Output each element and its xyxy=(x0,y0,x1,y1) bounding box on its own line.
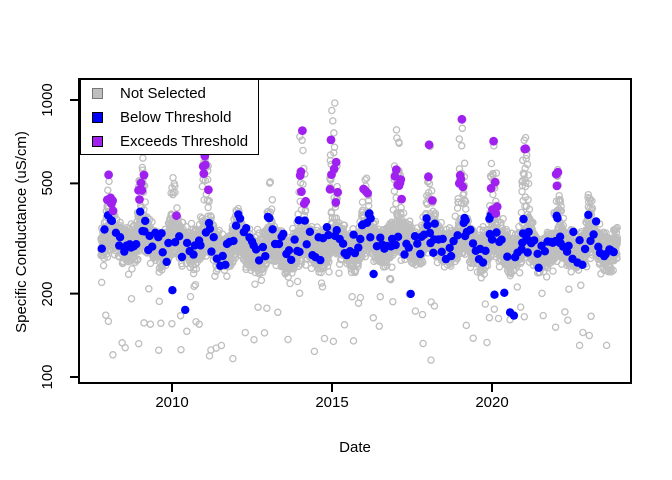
y-tick-label: 500 xyxy=(39,170,56,196)
x-axis-title: Date xyxy=(339,439,371,456)
y-tick-label: 1000 xyxy=(39,83,56,117)
legend-label: Not Selected xyxy=(120,84,206,102)
legend-item-not-selected: Not Selected xyxy=(92,83,258,104)
legend: Not Selected Below Threshold Exceeds Thr… xyxy=(80,79,259,155)
exceeds-threshold-swatch-icon xyxy=(92,135,103,147)
series-exceeds-threshold xyxy=(102,114,563,221)
below-threshold-swatch-icon xyxy=(92,111,103,123)
y-tick-label: 100 xyxy=(39,364,56,390)
legend-label: Below Threshold xyxy=(120,108,232,126)
x-tick-label: 2010 xyxy=(155,394,189,411)
x-tick-label: 2020 xyxy=(475,394,509,411)
not-selected-swatch-icon xyxy=(92,87,103,99)
legend-item-below-threshold: Below Threshold xyxy=(92,107,258,128)
y-tick-label: 200 xyxy=(39,281,56,307)
legend-item-exceeds-threshold: Exceeds Threshold xyxy=(92,131,258,152)
legend-label: Exceeds Threshold xyxy=(120,132,249,150)
plot-box-border xyxy=(78,78,632,384)
series-below-threshold xyxy=(97,207,618,320)
x-tick-label: 2015 xyxy=(315,394,349,411)
axis-tick-marks xyxy=(70,99,493,392)
y-axis-title: Specific Conductance (uS/cm) xyxy=(13,131,30,333)
